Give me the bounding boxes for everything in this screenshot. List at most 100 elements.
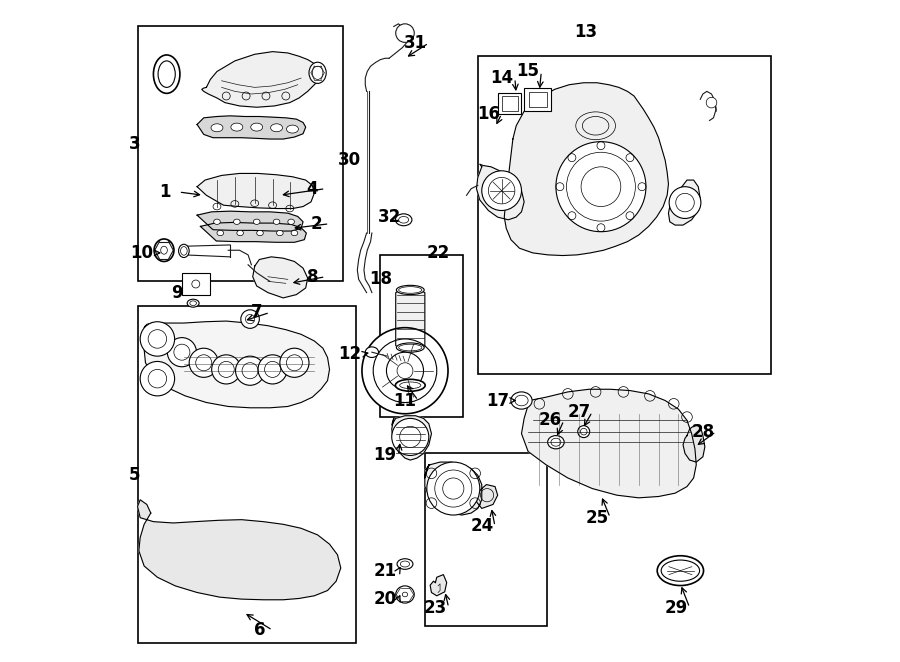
- Ellipse shape: [395, 214, 412, 226]
- Text: 23: 23: [424, 598, 447, 617]
- Ellipse shape: [154, 239, 174, 261]
- Polygon shape: [197, 211, 303, 231]
- Polygon shape: [253, 257, 308, 298]
- Ellipse shape: [396, 285, 424, 295]
- Bar: [138, 306, 356, 643]
- Ellipse shape: [365, 347, 379, 357]
- Circle shape: [258, 355, 287, 384]
- Text: 15: 15: [517, 62, 540, 81]
- Ellipse shape: [153, 55, 180, 93]
- Text: 8: 8: [307, 267, 318, 286]
- Ellipse shape: [178, 244, 189, 258]
- Text: 30: 30: [338, 151, 361, 169]
- Text: 9: 9: [171, 283, 183, 302]
- Text: 2: 2: [310, 214, 322, 233]
- Polygon shape: [138, 500, 341, 600]
- Circle shape: [362, 328, 448, 414]
- Text: 7: 7: [251, 303, 263, 322]
- Circle shape: [140, 322, 175, 356]
- Ellipse shape: [237, 230, 244, 236]
- Ellipse shape: [254, 219, 260, 224]
- Ellipse shape: [274, 219, 280, 224]
- Text: 28: 28: [691, 422, 715, 441]
- Bar: [478, 56, 771, 374]
- Text: 20: 20: [374, 590, 397, 608]
- Polygon shape: [521, 389, 697, 498]
- Polygon shape: [201, 222, 306, 242]
- Text: 32: 32: [377, 208, 400, 226]
- Circle shape: [396, 24, 414, 42]
- Ellipse shape: [251, 123, 263, 131]
- Text: 27: 27: [568, 402, 590, 421]
- Circle shape: [427, 462, 480, 515]
- Circle shape: [280, 348, 309, 377]
- Polygon shape: [197, 173, 314, 209]
- Circle shape: [706, 97, 716, 108]
- Text: 11: 11: [393, 391, 417, 410]
- Circle shape: [556, 142, 646, 232]
- Polygon shape: [197, 116, 306, 139]
- Ellipse shape: [271, 124, 283, 132]
- Ellipse shape: [213, 219, 220, 224]
- Polygon shape: [144, 321, 329, 408]
- Text: 6: 6: [254, 621, 266, 639]
- Ellipse shape: [276, 230, 284, 236]
- Circle shape: [482, 171, 521, 211]
- Ellipse shape: [217, 230, 223, 236]
- Ellipse shape: [211, 124, 223, 132]
- Text: 14: 14: [491, 69, 513, 87]
- Text: 17: 17: [486, 391, 509, 410]
- Circle shape: [212, 355, 241, 384]
- Polygon shape: [669, 180, 700, 225]
- Bar: [182, 273, 210, 295]
- Text: 22: 22: [427, 244, 450, 262]
- Ellipse shape: [231, 123, 243, 131]
- Ellipse shape: [396, 343, 424, 352]
- Circle shape: [189, 348, 219, 377]
- Bar: [501, 96, 518, 111]
- Circle shape: [392, 418, 428, 455]
- Ellipse shape: [511, 392, 532, 409]
- Text: 12: 12: [338, 345, 361, 363]
- Bar: [138, 26, 343, 281]
- Polygon shape: [202, 52, 319, 107]
- Ellipse shape: [657, 556, 704, 585]
- Ellipse shape: [187, 299, 199, 307]
- Polygon shape: [430, 575, 446, 596]
- Text: 5: 5: [129, 466, 140, 485]
- Polygon shape: [425, 462, 482, 515]
- Text: 24: 24: [470, 517, 493, 536]
- Text: 18: 18: [369, 270, 392, 289]
- Polygon shape: [683, 425, 705, 462]
- Bar: [425, 453, 547, 626]
- Circle shape: [140, 361, 175, 396]
- Text: 13: 13: [574, 23, 598, 41]
- Bar: [498, 93, 521, 114]
- Text: 31: 31: [404, 34, 428, 52]
- Ellipse shape: [578, 426, 590, 438]
- Polygon shape: [476, 164, 524, 220]
- Circle shape: [241, 310, 259, 328]
- Bar: [381, 255, 464, 417]
- Circle shape: [236, 356, 265, 385]
- Ellipse shape: [286, 125, 299, 133]
- Circle shape: [669, 187, 701, 218]
- Polygon shape: [476, 485, 498, 508]
- Ellipse shape: [547, 436, 564, 449]
- Ellipse shape: [256, 230, 264, 236]
- Bar: [529, 92, 546, 107]
- Ellipse shape: [288, 219, 294, 224]
- Text: 29: 29: [665, 598, 688, 617]
- Circle shape: [167, 338, 196, 367]
- Ellipse shape: [395, 379, 425, 391]
- Text: 21: 21: [374, 561, 397, 580]
- Ellipse shape: [291, 230, 298, 236]
- Text: 16: 16: [477, 105, 500, 123]
- Text: 25: 25: [585, 508, 608, 527]
- Text: 19: 19: [374, 446, 397, 465]
- Ellipse shape: [233, 219, 240, 224]
- Polygon shape: [504, 83, 669, 256]
- Text: 4: 4: [307, 179, 318, 198]
- Text: 10: 10: [130, 244, 154, 262]
- Ellipse shape: [309, 62, 326, 83]
